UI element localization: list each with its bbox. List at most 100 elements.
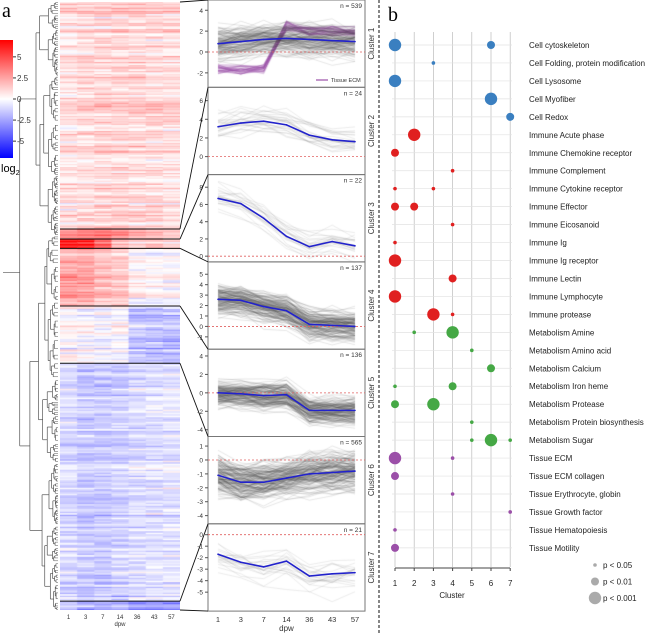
mean-point (217, 553, 219, 556)
cluster-panel-frame (207, 0, 366, 88)
bubble-immune (393, 240, 397, 245)
bubble-metabolism (508, 438, 512, 442)
panel-a-label: a (2, 0, 11, 22)
cluster-title: Cluster 2 (367, 114, 376, 147)
y-tick-label: 0 (199, 254, 203, 261)
bubble-tissue (450, 492, 455, 496)
bubble-metabolism (470, 348, 474, 353)
category-label: Cell Lysosome (529, 77, 582, 86)
colorbar-tick-label: 2.5 (17, 74, 29, 83)
y-tick-label: -1 (197, 471, 203, 478)
category-label: Metabolism Calcium (529, 364, 601, 373)
category-label: Cell Folding, protein modification (529, 59, 645, 68)
y-tick-label: 2 (199, 236, 203, 243)
bubble-immune (448, 274, 457, 283)
bubble-metabolism (470, 438, 474, 442)
cluster-panel-frame (207, 523, 366, 612)
y-tick-label: -2 (197, 555, 203, 562)
x-tick-label: 1 (216, 615, 220, 624)
mean-point (285, 37, 288, 40)
mean-point (240, 202, 242, 205)
bubble-immune (393, 186, 397, 191)
x-tick-label: 5 (470, 579, 475, 588)
bubble-metabolism (393, 384, 397, 389)
mean-point (354, 40, 356, 43)
y-tick-label: -2 (197, 70, 203, 77)
category-label: Immune protease (529, 310, 592, 319)
legend-label: Tissue ECM (331, 78, 361, 84)
colorbar (0, 40, 13, 158)
cluster-mean-line (217, 197, 356, 248)
category-label: Cell Redox (529, 113, 568, 122)
category-label: Immune Acute phase (529, 131, 605, 140)
category-label: Metabolism Amino acid (529, 346, 611, 355)
mean-point (285, 560, 288, 562)
mean-point (354, 470, 356, 472)
mean-point (262, 120, 265, 122)
cluster-count-label: n = 565 (340, 440, 362, 447)
y-tick-label: 2 (199, 135, 203, 142)
mean-point (262, 38, 265, 41)
y-tick-label: -2 (197, 485, 203, 492)
heatmap-x-label: dpw (114, 622, 126, 628)
size-legend-dot (591, 577, 599, 586)
bubble-tissue (391, 543, 399, 552)
mean-point (217, 125, 219, 128)
category-label: Immune Ig receptor (529, 257, 599, 266)
y-tick-label: 0 (199, 154, 203, 161)
category-label: Immune Eicosanoid (529, 221, 599, 230)
bubble-immune (431, 186, 436, 191)
y-tick-label: 4 (199, 8, 203, 15)
heatmap-x-tick: 43 (151, 615, 158, 621)
mean-point (262, 394, 265, 397)
mean-point (240, 122, 242, 124)
cluster-count-label: n = 21 (344, 527, 363, 534)
y-tick-label: -5 (197, 590, 203, 597)
mean-point (285, 309, 288, 312)
cluster-connector (179, 174, 209, 240)
colorbar-tick-label: 0 (17, 95, 22, 104)
x-tick-label: 2 (412, 579, 417, 588)
mean-point (331, 240, 333, 243)
mean-point (217, 42, 219, 45)
bubble-immune (427, 308, 440, 321)
category-label: Immune Complement (529, 167, 606, 176)
colorbar-label: log2 (1, 163, 20, 177)
mean-point (308, 323, 311, 326)
bubble-cell (487, 41, 495, 49)
bubble-metabolism (391, 400, 399, 409)
mean-point (308, 575, 311, 577)
mean-point (331, 471, 333, 474)
bubble-metabolism (484, 433, 498, 447)
heatmap-x-tick: 57 (168, 615, 175, 621)
colorbar-tick-label: 5 (17, 53, 22, 62)
cluster-connector (179, 363, 209, 437)
category-label: Tissue ECM (529, 454, 573, 463)
heatmap-x-tick: 1 (67, 615, 71, 621)
bubble-immune (388, 290, 402, 303)
mean-point (240, 299, 242, 302)
y-tick-label: 4 (199, 219, 203, 226)
mean-point (331, 409, 333, 412)
y-tick-label: 6 (199, 202, 203, 209)
size-legend-label: p < 0.05 (603, 561, 633, 570)
mean-point (308, 38, 311, 41)
mean-point (262, 305, 265, 308)
mean-point (331, 572, 333, 575)
mean-point (217, 392, 219, 394)
bubble-metabolism (412, 330, 417, 335)
bubble-tissue (393, 528, 397, 532)
mean-point (308, 473, 311, 475)
category-label: Tissue Growth factor (529, 508, 603, 517)
colorbar-tick-label: -5 (17, 137, 25, 146)
x-tick-label: 3 (431, 579, 436, 588)
cluster-title: Cluster 3 (367, 202, 376, 235)
bubble-cell (431, 61, 436, 65)
cluster-panel-frame (207, 261, 366, 350)
mean-point (354, 140, 356, 143)
x-tick-label: 3 (239, 615, 243, 624)
category-label: Tissue Motility (529, 544, 579, 553)
y-tick-label: 5 (199, 272, 203, 279)
